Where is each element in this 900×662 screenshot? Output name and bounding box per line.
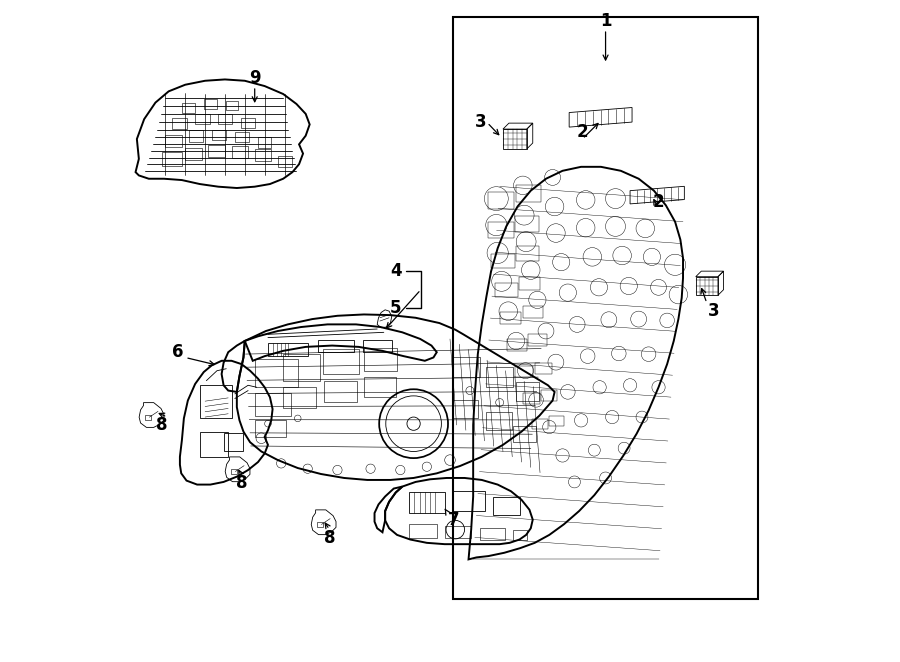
Text: 3: 3 xyxy=(707,302,719,320)
Bar xyxy=(549,416,564,426)
Bar xyxy=(523,306,543,318)
Text: 8: 8 xyxy=(236,474,248,493)
Bar xyxy=(226,101,239,110)
Bar xyxy=(200,385,231,418)
Bar xyxy=(284,354,320,381)
Bar xyxy=(188,130,203,142)
Bar xyxy=(255,420,286,437)
Bar xyxy=(324,381,357,402)
Bar xyxy=(200,432,228,457)
Bar xyxy=(454,491,485,511)
Text: 3: 3 xyxy=(474,113,486,132)
Text: 9: 9 xyxy=(249,69,260,87)
Bar xyxy=(185,148,202,160)
Bar xyxy=(212,130,226,140)
Bar xyxy=(489,222,514,238)
Bar xyxy=(535,363,552,374)
Bar xyxy=(513,530,527,540)
Bar xyxy=(284,387,316,408)
Bar xyxy=(241,118,255,128)
Bar xyxy=(317,522,323,528)
Bar xyxy=(454,357,480,377)
Bar xyxy=(235,132,249,142)
Bar xyxy=(323,349,359,374)
Bar xyxy=(518,277,540,290)
Bar xyxy=(145,415,151,420)
Bar xyxy=(363,340,392,352)
Bar xyxy=(486,367,513,387)
Bar xyxy=(517,246,539,261)
Text: 1: 1 xyxy=(599,12,611,30)
Text: 4: 4 xyxy=(390,262,401,281)
Text: 8: 8 xyxy=(324,528,336,547)
Bar xyxy=(223,433,244,451)
Bar xyxy=(507,339,526,351)
Bar xyxy=(255,393,291,416)
Bar xyxy=(166,135,182,147)
Text: 7: 7 xyxy=(447,510,459,529)
Bar xyxy=(278,156,293,167)
Bar xyxy=(532,419,548,429)
Bar xyxy=(258,137,271,148)
Bar xyxy=(195,114,210,124)
Bar xyxy=(542,390,557,401)
Bar xyxy=(162,152,182,166)
Bar xyxy=(445,526,472,538)
Bar xyxy=(493,496,519,515)
Bar xyxy=(409,524,436,538)
Bar xyxy=(480,528,505,540)
Bar xyxy=(209,145,225,157)
Bar xyxy=(517,382,539,401)
Bar xyxy=(219,114,231,124)
Text: 2: 2 xyxy=(577,123,589,142)
Bar xyxy=(203,99,217,109)
Bar xyxy=(454,400,479,418)
Bar xyxy=(513,426,536,442)
Bar xyxy=(231,469,237,475)
Bar xyxy=(255,359,298,387)
Bar xyxy=(500,312,521,324)
Bar xyxy=(517,185,542,202)
Bar xyxy=(364,377,396,397)
Text: 5: 5 xyxy=(390,299,401,317)
Text: 8: 8 xyxy=(157,416,167,434)
Bar xyxy=(172,118,186,129)
Bar xyxy=(523,393,540,404)
Bar xyxy=(364,348,397,371)
Bar xyxy=(528,334,546,346)
Bar xyxy=(454,17,758,599)
Text: 6: 6 xyxy=(172,343,183,361)
Bar xyxy=(318,340,354,352)
Bar xyxy=(489,192,514,209)
Bar xyxy=(495,283,518,297)
Bar xyxy=(255,149,271,161)
Bar xyxy=(231,146,248,158)
Text: 2: 2 xyxy=(652,193,664,211)
Bar xyxy=(409,492,446,513)
Bar xyxy=(515,366,534,377)
Bar xyxy=(182,103,195,113)
Bar xyxy=(268,343,308,356)
Bar xyxy=(515,216,539,232)
Bar xyxy=(491,254,515,268)
Bar xyxy=(486,412,511,430)
